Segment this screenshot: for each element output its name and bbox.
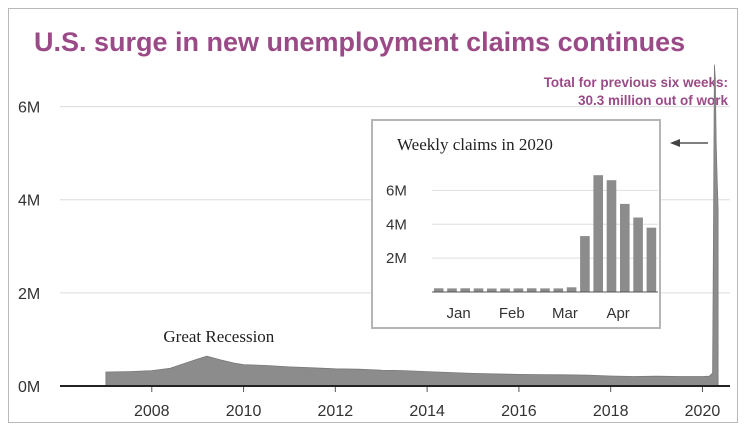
- inset-month-label: Mar: [552, 305, 578, 322]
- inset-x-ticks: Jan Feb Mar Apr: [446, 305, 629, 322]
- inset-bar: [487, 288, 497, 292]
- main-x-tick-label: 2010: [226, 403, 262, 420]
- inset-bar: [460, 288, 470, 292]
- main-x-tick-label: 2018: [593, 403, 629, 420]
- main-x-tick-label: 2016: [501, 403, 537, 420]
- inset-bar: [447, 288, 457, 292]
- inset-bar: [513, 288, 524, 292]
- inset-bars: [432, 175, 658, 293]
- inset-bar: [433, 288, 444, 292]
- inset-month-label: Feb: [499, 305, 525, 322]
- inset-bar: [566, 287, 577, 292]
- inset-month-label: Jan: [446, 305, 470, 322]
- inset-bar: [500, 288, 510, 292]
- main-y-tick-label: 0M: [18, 379, 40, 396]
- chart-title: U.S. surge in new unemployment claims co…: [34, 27, 686, 57]
- inset-bar: [553, 288, 564, 292]
- inset-y-tick-label: 6M: [386, 182, 407, 199]
- great-recession-label: Great Recession: [163, 327, 274, 346]
- main-y-ticks: 0M 2M 4M 6M: [18, 100, 40, 396]
- pointer-arrow-head: [670, 139, 680, 147]
- main-x-ticks: 2008 2010 2012 2014 2016 2018 2020: [134, 386, 720, 420]
- inset-bar: [633, 217, 643, 292]
- inset-bar: [606, 180, 617, 292]
- total-note: Total for previous six weeks: 30.3 milli…: [508, 74, 728, 110]
- inset-y-ticks: 2M 4M 6M: [386, 182, 407, 267]
- main-x-tick-label: 2008: [134, 403, 170, 420]
- total-note-line-2: 30.3 million out of work: [577, 93, 728, 108]
- inset-bar: [540, 288, 550, 292]
- inset-y-tick-label: 4M: [386, 216, 407, 233]
- inset-bar: [580, 236, 590, 292]
- inset-bar: [593, 175, 603, 292]
- inset-bar: [620, 203, 630, 292]
- main-x-tick-label: 2012: [318, 403, 354, 420]
- inset-y-tick-label: 2M: [386, 250, 407, 267]
- inset-bar: [473, 288, 484, 292]
- total-note-line-1: Total for previous six weeks:: [543, 75, 728, 90]
- weekly-inset: Weekly claims in 2020 2M 4M 6M Jan Feb Mar Ap…: [371, 119, 661, 329]
- main-y-tick-label: 6M: [18, 100, 40, 117]
- main-x-tick-label: 2014: [409, 403, 445, 420]
- main-y-tick-label: 4M: [18, 193, 40, 210]
- inset-month-label: Apr: [606, 305, 629, 322]
- inset-bar: [526, 288, 537, 292]
- inset-bar: [646, 227, 657, 292]
- main-x-tick-label: 2020: [685, 403, 721, 420]
- claims-area-series: [105, 64, 719, 387]
- main-y-tick-label: 2M: [18, 286, 40, 303]
- inset-title: Weekly claims in 2020: [397, 135, 553, 154]
